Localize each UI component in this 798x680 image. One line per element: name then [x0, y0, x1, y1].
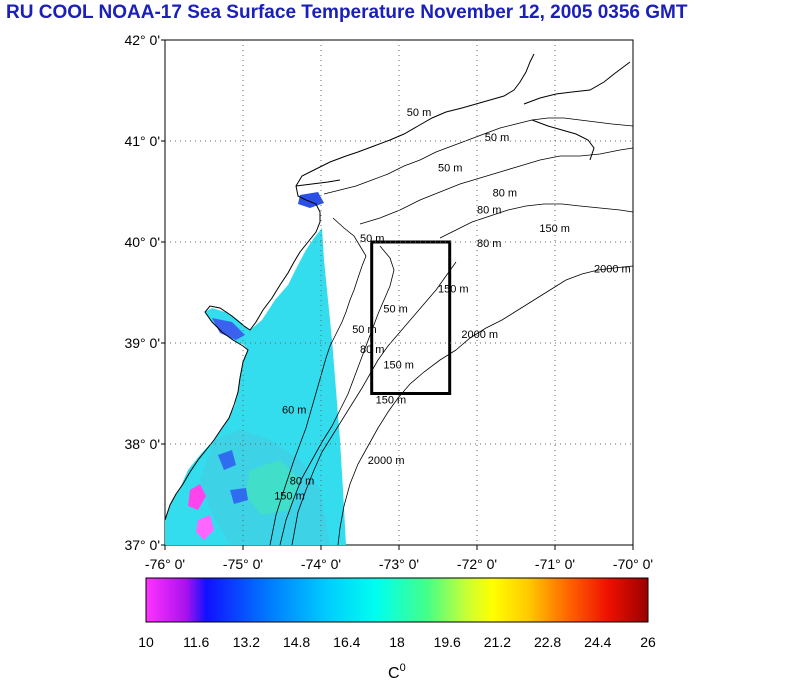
colorbar-tick-label: 10 — [138, 634, 154, 650]
contour-label: 150 m — [438, 284, 469, 296]
page-title: RU COOL NOAA-17 Sea Surface Temperature … — [6, 2, 688, 23]
contour-label: 80 m — [290, 475, 314, 487]
contour-label: 50 m — [407, 107, 431, 119]
contour-label: 2000 m — [368, 455, 405, 467]
isobath-80m — [279, 147, 633, 545]
contour-label: 80 m — [360, 344, 384, 356]
sst-patch-blue — [212, 318, 245, 340]
contour-label: 80 m — [477, 238, 501, 250]
colorbar-tick-label: 14.8 — [283, 634, 310, 650]
contour-label: 80 m — [493, 188, 517, 200]
contour-label: 50 m — [360, 233, 384, 245]
contour-label: 2000 m — [461, 329, 498, 341]
colorbar — [145, 577, 649, 623]
colorbar-tick-label: 18 — [389, 634, 405, 650]
colorbar-tick-label: 22.8 — [534, 634, 561, 650]
isobath-50m — [269, 117, 633, 545]
lon-tick-label: -74° 0' — [301, 556, 341, 572]
lat-tick-label: 41° 0' — [124, 133, 160, 149]
lon-tick-label: -73° 0' — [379, 556, 419, 572]
lon-tick-label: -75° 0' — [223, 556, 263, 572]
sst-patch-blue-2 — [298, 192, 324, 208]
contour-label: 50 m — [352, 324, 376, 336]
isobath-150m — [291, 203, 633, 545]
contour-label: 150 m — [274, 491, 305, 503]
colorbar-tick-label: 24.4 — [584, 634, 611, 650]
lat-tick-label: 40° 0' — [124, 234, 160, 250]
contour-label: 80 m — [477, 205, 501, 217]
sst-patch-green — [245, 460, 300, 515]
colorbar-tick-label: 21.2 — [484, 634, 511, 650]
contour-label: 50 m — [383, 304, 407, 316]
sst-patch-magenta-2 — [196, 515, 214, 540]
lat-tick-label: 38° 0' — [124, 436, 160, 452]
lon-tick-label: -76° 0' — [145, 556, 185, 572]
coastline — [165, 53, 631, 521]
colorbar-tick-label: 16.4 — [333, 634, 360, 650]
contour-label: 150 m — [376, 395, 407, 407]
contour-label: 50 m — [438, 162, 462, 174]
lon-tick-label: -72° 0' — [457, 556, 497, 572]
contour-label: 2000 m — [594, 263, 631, 275]
colorbar-tick-label: 13.2 — [233, 634, 260, 650]
contour-label: 60 m — [282, 405, 306, 417]
lat-tick-label: 42° 0' — [124, 32, 160, 48]
lon-tick-label: -71° 0' — [535, 556, 575, 572]
isobath-2000m — [337, 265, 633, 545]
contour-label: 50 m — [485, 132, 509, 144]
colorbar-tick-label: 11.6 — [183, 634, 209, 650]
colorbar-unit: C0 — [388, 662, 406, 680]
lon-tick-label: -70° 0' — [613, 556, 653, 572]
colorbar-tick-label: 26 — [640, 634, 656, 650]
contour-label: 150 m — [539, 223, 570, 235]
sst-patch-magenta — [188, 484, 206, 510]
sst-patch-blue-3 — [218, 450, 236, 470]
lat-tick-label: 37° 0' — [124, 537, 160, 553]
lat-tick-label: 39° 0' — [124, 335, 160, 351]
colorbar-tick-label: 19.6 — [434, 634, 461, 650]
